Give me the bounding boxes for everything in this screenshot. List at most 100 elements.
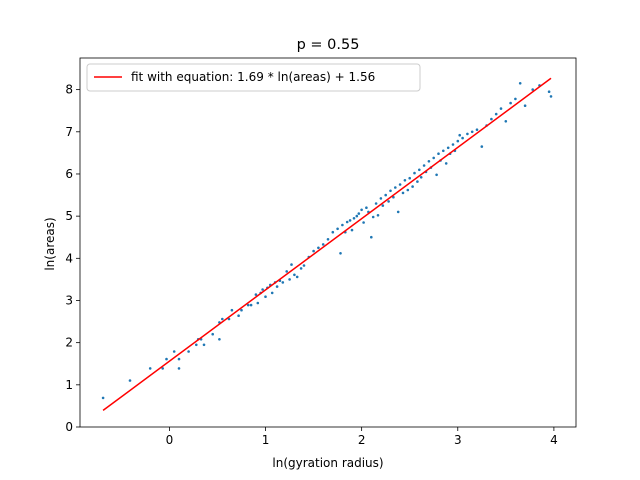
data-point (355, 214, 359, 218)
data-point (531, 88, 534, 91)
data-point (392, 195, 395, 199)
data-point (202, 343, 206, 347)
data-point (403, 179, 407, 182)
data-point (494, 112, 498, 116)
data-point (396, 210, 400, 214)
data-point (341, 223, 344, 227)
data-point (499, 107, 503, 110)
x-tick-label: 1 (262, 433, 270, 447)
data-point (128, 379, 132, 382)
data-point (295, 275, 299, 279)
data-point (261, 288, 264, 291)
y-tick-label: 8 (65, 83, 73, 97)
data-point (317, 246, 320, 250)
data-point (389, 189, 392, 193)
y-axis-label: ln(areas) (43, 217, 57, 270)
y-tick-label: 0 (65, 420, 73, 434)
legend: fit with equation: 1.69 * ln(areas) + 1.… (86, 63, 421, 92)
data-point (352, 217, 356, 220)
data-point (246, 303, 250, 307)
data-point (413, 171, 416, 175)
data-point (408, 176, 412, 180)
axes-frame (79, 57, 577, 428)
data-point (312, 249, 315, 253)
data-point (357, 212, 361, 215)
data-point (547, 90, 551, 93)
data-point (406, 188, 410, 192)
data-point (264, 295, 267, 299)
data-point (285, 270, 289, 273)
data-point (371, 215, 375, 219)
data-point (451, 143, 455, 146)
y-tick-label: 7 (65, 125, 73, 139)
data-point (444, 162, 448, 165)
data-point (461, 136, 464, 140)
data-point (384, 193, 388, 197)
data-point (275, 285, 279, 288)
data-point (466, 132, 469, 136)
y-tick-label: 1 (65, 378, 73, 392)
data-point (470, 130, 474, 134)
data-point (504, 120, 508, 123)
data-point (195, 343, 198, 347)
data-point (161, 367, 164, 370)
data-point (437, 152, 440, 155)
y-tick-label: 5 (65, 209, 73, 223)
data-point (401, 191, 405, 195)
data-point (480, 145, 484, 148)
data-point (350, 228, 354, 232)
data-point (237, 314, 240, 318)
data-point (360, 208, 363, 212)
data-point (345, 220, 349, 224)
data-point (101, 396, 105, 400)
data-point (374, 202, 378, 205)
x-axis-ticks: 0 1 2 3 4 (166, 427, 558, 447)
data-point (299, 267, 303, 270)
data-point (446, 146, 450, 150)
data-point (427, 160, 431, 163)
data-point (336, 227, 339, 231)
y-axis-ticks: 0 1 2 3 4 5 6 7 8 (65, 83, 80, 434)
data-point (187, 350, 190, 353)
fit-line-group (102, 77, 552, 411)
data-point (416, 180, 419, 183)
data-point (387, 200, 390, 203)
data-point (218, 338, 221, 341)
data-point (456, 139, 460, 143)
data-point (475, 128, 479, 131)
data-point (281, 281, 285, 284)
data-point (326, 238, 330, 241)
y-tick-label: 2 (65, 336, 73, 350)
data-point (490, 117, 493, 121)
data-point (211, 332, 214, 336)
x-tick-label: 2 (358, 433, 366, 447)
data-point (177, 367, 181, 370)
data-point (422, 164, 426, 167)
data-point (419, 176, 423, 179)
data-point (348, 219, 352, 222)
data-point (365, 206, 368, 209)
data-point (435, 173, 438, 177)
data-point (331, 230, 335, 234)
chart-title: p = 0.55 (297, 37, 360, 53)
data-point (518, 82, 522, 85)
scatter-points (101, 82, 553, 400)
data-point (293, 273, 296, 277)
data-point (376, 214, 380, 217)
data-point (148, 367, 152, 370)
data-point (509, 101, 512, 105)
data-point (514, 97, 517, 101)
data-point (523, 104, 527, 107)
data-point (221, 317, 224, 321)
data-point (379, 197, 383, 200)
data-point (254, 293, 258, 296)
data-point (418, 168, 421, 172)
data-point (302, 264, 306, 267)
legend-box (86, 63, 421, 92)
data-point (442, 149, 445, 153)
y-tick-label: 6 (65, 167, 73, 181)
data-point (270, 291, 274, 295)
data-point (288, 278, 291, 281)
